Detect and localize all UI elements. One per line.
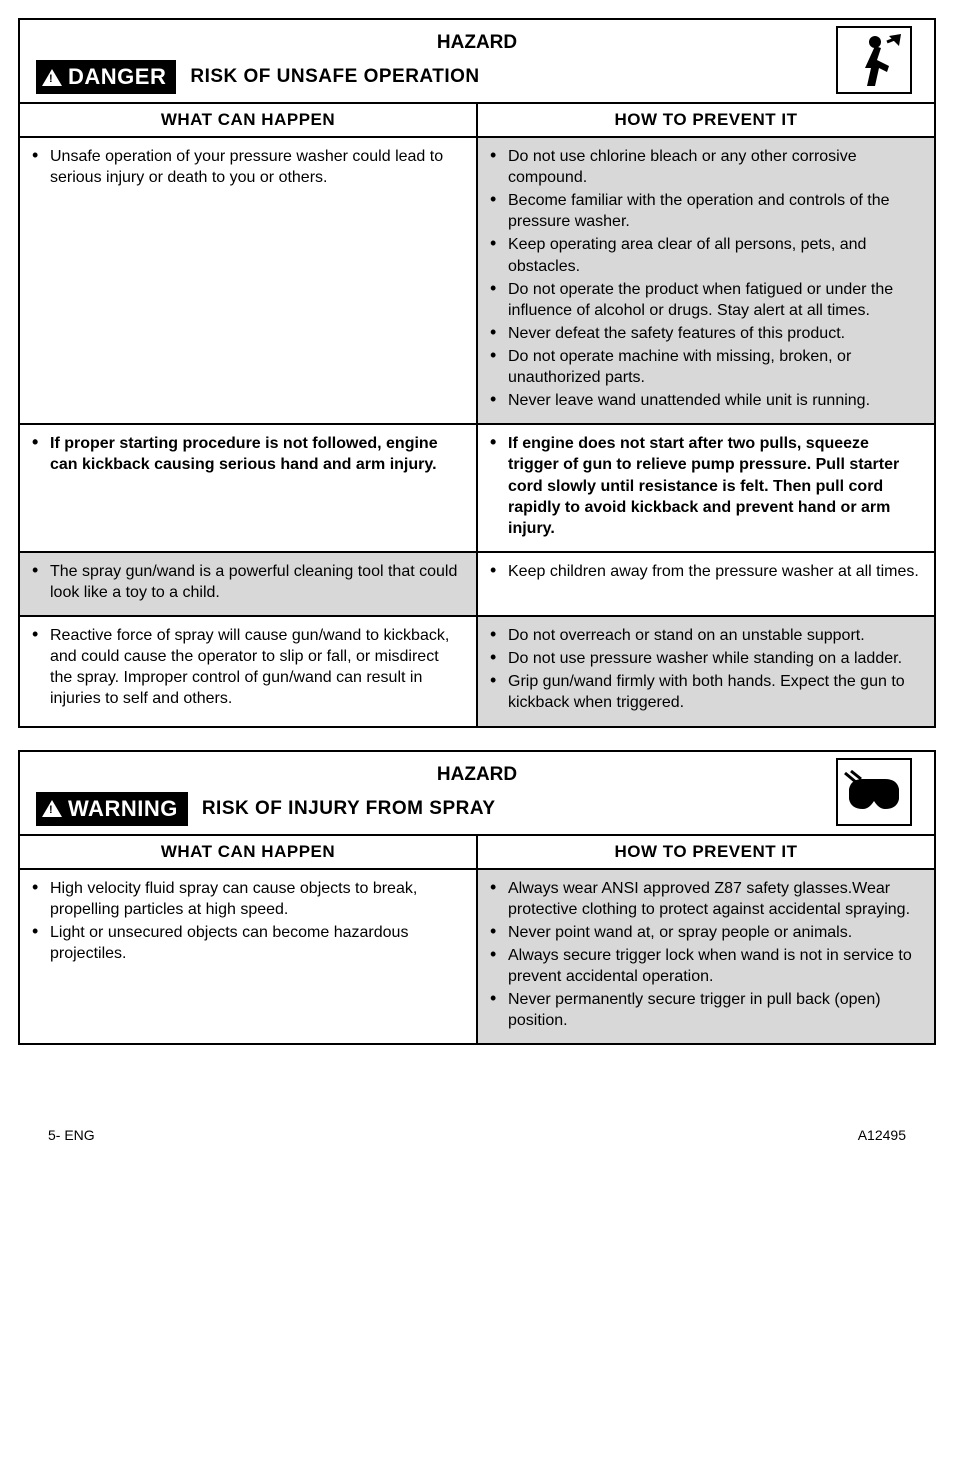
hazard-box-warning: HAZARD WARNING RISK OF INJURY FROM SPRAY… [18,750,936,1046]
list-item: Keep children away from the pressure was… [490,561,922,582]
list-item: Never leave wand unattended while unit i… [490,390,922,411]
list-item: The spray gun/wand is a powerful cleanin… [32,561,464,603]
column-headers: WHAT CAN HAPPEN HOW TO PREVENT IT [20,102,934,136]
badge-row: DANGER RISK OF UNSAFE OPERATION [36,60,918,94]
kickback-icon [836,26,912,94]
list-item: Grip gun/wand firmly with both hands. Ex… [490,671,922,713]
hazard-title: HAZARD [36,32,918,54]
list-item: Do not operate the product when fatigued… [490,279,922,321]
column-headers: WHAT CAN HAPPEN HOW TO PREVENT IT [20,834,934,868]
list-item: Reactive force of spray will cause gun/w… [32,625,464,709]
table-row: Unsafe operation of your pressure washer… [20,136,934,423]
cell-left: Reactive force of spray will cause gun/w… [20,617,478,725]
cell-left: If proper starting procedure is not foll… [20,425,478,551]
col-header-right: HOW TO PREVENT IT [478,836,934,868]
col-header-left: WHAT CAN HAPPEN [20,836,478,868]
list-item: Never defeat the safety features of this… [490,323,922,344]
list-item: Always wear ANSI approved Z87 safety gla… [490,878,922,920]
col-header-right: HOW TO PREVENT IT [478,104,934,136]
list-item: Never permanently secure trigger in pull… [490,989,922,1031]
warning-triangle-icon [42,69,62,86]
list-item: High velocity fluid spray can cause obje… [32,878,464,920]
list-item: Always secure trigger lock when wand is … [490,945,922,987]
col-header-left: WHAT CAN HAPPEN [20,104,478,136]
list-item: Unsafe operation of your pressure washer… [32,146,464,188]
table-row: High velocity fluid spray can cause obje… [20,868,934,1044]
danger-badge: DANGER [36,60,176,94]
cell-right: If engine does not start after two pulls… [478,425,934,551]
list-item: If engine does not start after two pulls… [490,433,922,539]
list-item: Do not use pressure washer while standin… [490,648,922,669]
table-row: Reactive force of spray will cause gun/w… [20,615,934,725]
footer-right: A12495 [858,1127,906,1143]
cell-left: The spray gun/wand is a powerful cleanin… [20,553,478,615]
cell-left: High velocity fluid spray can cause obje… [20,870,478,1044]
table-row: The spray gun/wand is a powerful cleanin… [20,551,934,615]
list-item: Do not use chlorine bleach or any other … [490,146,922,188]
list-item: Light or unsecured objects can become ha… [32,922,464,964]
list-item: Do not overreach or stand on an unstable… [490,625,922,646]
badge-row: WARNING RISK OF INJURY FROM SPRAY [36,792,918,826]
list-item: Never point wand at, or spray people or … [490,922,922,943]
hazard-title: HAZARD [36,764,918,786]
cell-right: Keep children away from the pressure was… [478,553,934,615]
cell-left: Unsafe operation of your pressure washer… [20,138,478,423]
list-item: Become familiar with the operation and c… [490,190,922,232]
rows-container-2: High velocity fluid spray can cause obje… [20,868,934,1044]
cell-right: Do not overreach or stand on an unstable… [478,617,934,725]
risk-label: RISK OF INJURY FROM SPRAY [202,798,496,820]
list-item: Keep operating area clear of all persons… [490,234,922,276]
warning-badge: WARNING [36,792,188,826]
goggles-icon [836,758,912,826]
table-row: If proper starting procedure is not foll… [20,423,934,551]
rows-container-1: Unsafe operation of your pressure washer… [20,136,934,726]
warning-triangle-icon [42,800,62,817]
risk-label: RISK OF UNSAFE OPERATION [190,66,479,88]
list-item: Do not operate machine with missing, bro… [490,346,922,388]
page-footer: 5- ENG A12495 [18,1067,936,1143]
badge-label: WARNING [68,796,178,822]
hazard-box-danger: HAZARD DANGER RISK OF UNSAFE OPERATION W… [18,18,936,728]
footer-left: 5- ENG [48,1127,95,1143]
cell-right: Do not use chlorine bleach or any other … [478,138,934,423]
hazard-header: HAZARD DANGER RISK OF UNSAFE OPERATION [20,20,934,102]
badge-label: DANGER [68,64,166,90]
cell-right: Always wear ANSI approved Z87 safety gla… [478,870,934,1044]
list-item: If proper starting procedure is not foll… [32,433,464,475]
hazard-header: HAZARD WARNING RISK OF INJURY FROM SPRAY [20,752,934,834]
